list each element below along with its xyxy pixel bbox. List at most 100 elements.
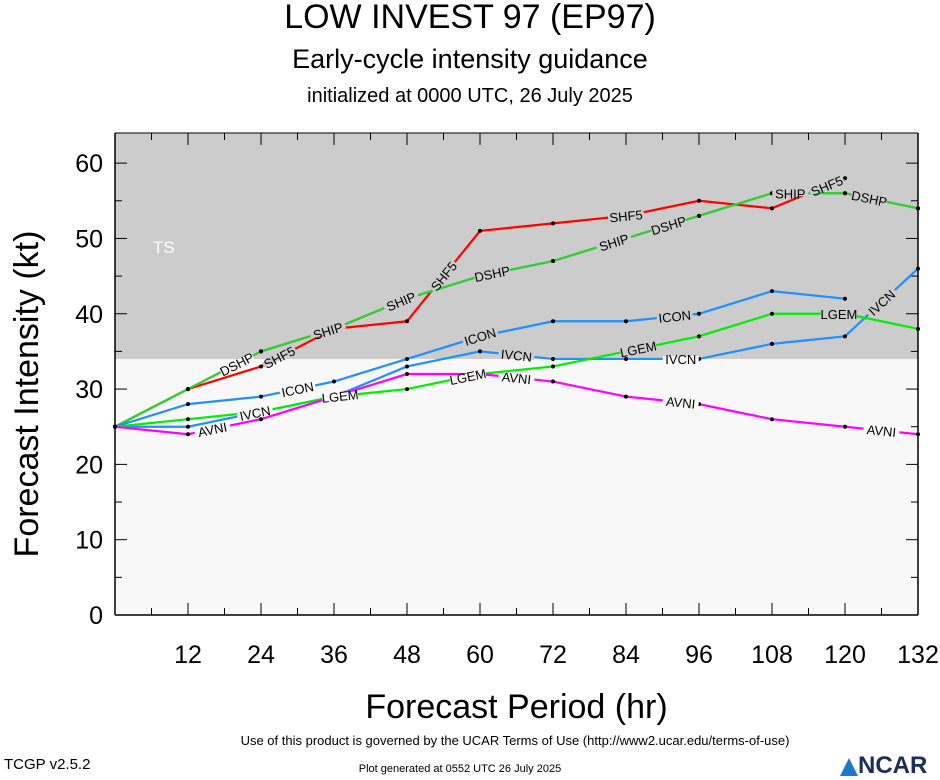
terms-of-use: Use of this product is governed by the U… <box>240 733 790 748</box>
series-label: SHIP <box>775 186 805 201</box>
label-gap <box>261 346 297 368</box>
data-point <box>551 364 555 369</box>
series-label-group: LGEM <box>820 307 857 322</box>
label-gap <box>851 191 888 205</box>
data-point <box>697 311 701 316</box>
data-point <box>551 379 555 384</box>
data-point <box>697 213 701 218</box>
data-point <box>405 319 409 324</box>
y-tick-label: 20 <box>75 451 103 479</box>
x-tick-label: 108 <box>751 641 793 669</box>
data-point <box>770 417 774 422</box>
version-label: TCGP v2.5.2 <box>4 756 91 773</box>
series-label: AVNI <box>197 419 229 440</box>
series-label: IVCN <box>665 352 696 367</box>
y-tick-label: 50 <box>75 225 103 253</box>
label-gap <box>219 353 255 375</box>
label-gap <box>498 350 535 361</box>
label-gap <box>236 406 274 420</box>
label-gap <box>772 190 809 197</box>
chart-title: LOW INVEST 97 (EP97) <box>284 0 656 36</box>
label-gap <box>662 355 699 362</box>
label-gap <box>449 369 487 384</box>
series-label-group: LGEM <box>448 366 487 388</box>
series-label-group: IVCN <box>236 403 274 424</box>
series-label-group: IVCN <box>498 347 535 365</box>
label-gap <box>863 425 900 436</box>
data-point <box>259 349 263 354</box>
data-point <box>770 206 774 211</box>
data-point <box>697 198 701 203</box>
band-label: TS <box>153 238 175 257</box>
label-gap <box>383 291 419 311</box>
series-label: LGEM <box>448 366 487 388</box>
label-gap <box>808 176 845 196</box>
data-point <box>624 319 628 324</box>
band-ts <box>115 133 918 359</box>
series-label: DSHP <box>850 188 888 210</box>
data-point <box>551 221 555 226</box>
data-point <box>405 372 409 376</box>
series-label-group: IVCN <box>662 352 699 367</box>
data-point <box>186 387 190 392</box>
x-tick-label: 12 <box>174 641 202 669</box>
data-point <box>624 356 628 361</box>
data-point <box>843 176 847 181</box>
data-point <box>916 432 920 437</box>
data-point <box>186 402 190 407</box>
x-tick-label: 60 <box>466 641 494 669</box>
x-tick-label: 24 <box>247 641 275 669</box>
data-point <box>916 266 920 271</box>
series-label: LGEM <box>820 307 857 322</box>
y-tick-label: 40 <box>75 301 103 329</box>
data-point <box>405 387 409 392</box>
y-axis-label: Forecast Intensity (kt) <box>8 231 46 558</box>
label-gap <box>429 260 458 292</box>
label-gap <box>321 391 359 401</box>
data-point <box>843 334 847 339</box>
series-label-group: DSHP <box>850 188 888 210</box>
series-label: LGEM <box>619 338 658 360</box>
data-point <box>770 289 774 294</box>
y-tick-label: 0 <box>89 602 103 630</box>
data-point <box>186 424 190 429</box>
x-tick-label: 96 <box>685 641 713 669</box>
data-point <box>916 206 920 211</box>
data-point <box>624 394 628 399</box>
data-point <box>843 191 847 196</box>
series-label-group: SHF5 <box>607 207 645 226</box>
data-point <box>405 356 409 361</box>
data-point <box>551 356 555 361</box>
label-gap <box>279 382 316 396</box>
series-label: LGEM <box>321 387 359 406</box>
data-point <box>843 424 847 429</box>
data-point <box>186 432 190 437</box>
label-gap <box>309 322 346 339</box>
chart-subtitle: Early-cycle intensity guidance <box>292 44 648 74</box>
y-tick-label: 30 <box>75 376 103 404</box>
data-point <box>259 394 263 399</box>
series-label-group: AVNI <box>498 369 535 387</box>
label-gap <box>607 211 645 221</box>
series-label-group: ICON <box>656 308 693 326</box>
series-label-group: AVNI <box>863 422 900 440</box>
generated-time: Plot generated at 0552 UTC 26 July 2025 <box>358 763 562 775</box>
series-label: AVNI <box>665 394 696 412</box>
data-point <box>332 379 336 384</box>
data-point <box>843 296 847 301</box>
x-tick-label: 48 <box>393 641 421 669</box>
series-label: SHF5 <box>609 207 644 225</box>
data-point <box>259 417 263 422</box>
series-label-group: ICON <box>279 379 316 400</box>
label-gap <box>662 397 699 408</box>
data-point <box>478 228 482 233</box>
ncar-logo: NCAR <box>858 752 928 779</box>
series-label: AVNI <box>866 422 897 440</box>
data-point <box>405 364 409 369</box>
series-label: AVNI <box>501 369 532 387</box>
y-tick-label: 60 <box>75 150 103 178</box>
label-gap <box>194 422 231 436</box>
ncar-logo-icon <box>840 758 858 776</box>
series-label-group: SHIP <box>772 186 809 201</box>
series-label: ICON <box>280 379 315 400</box>
